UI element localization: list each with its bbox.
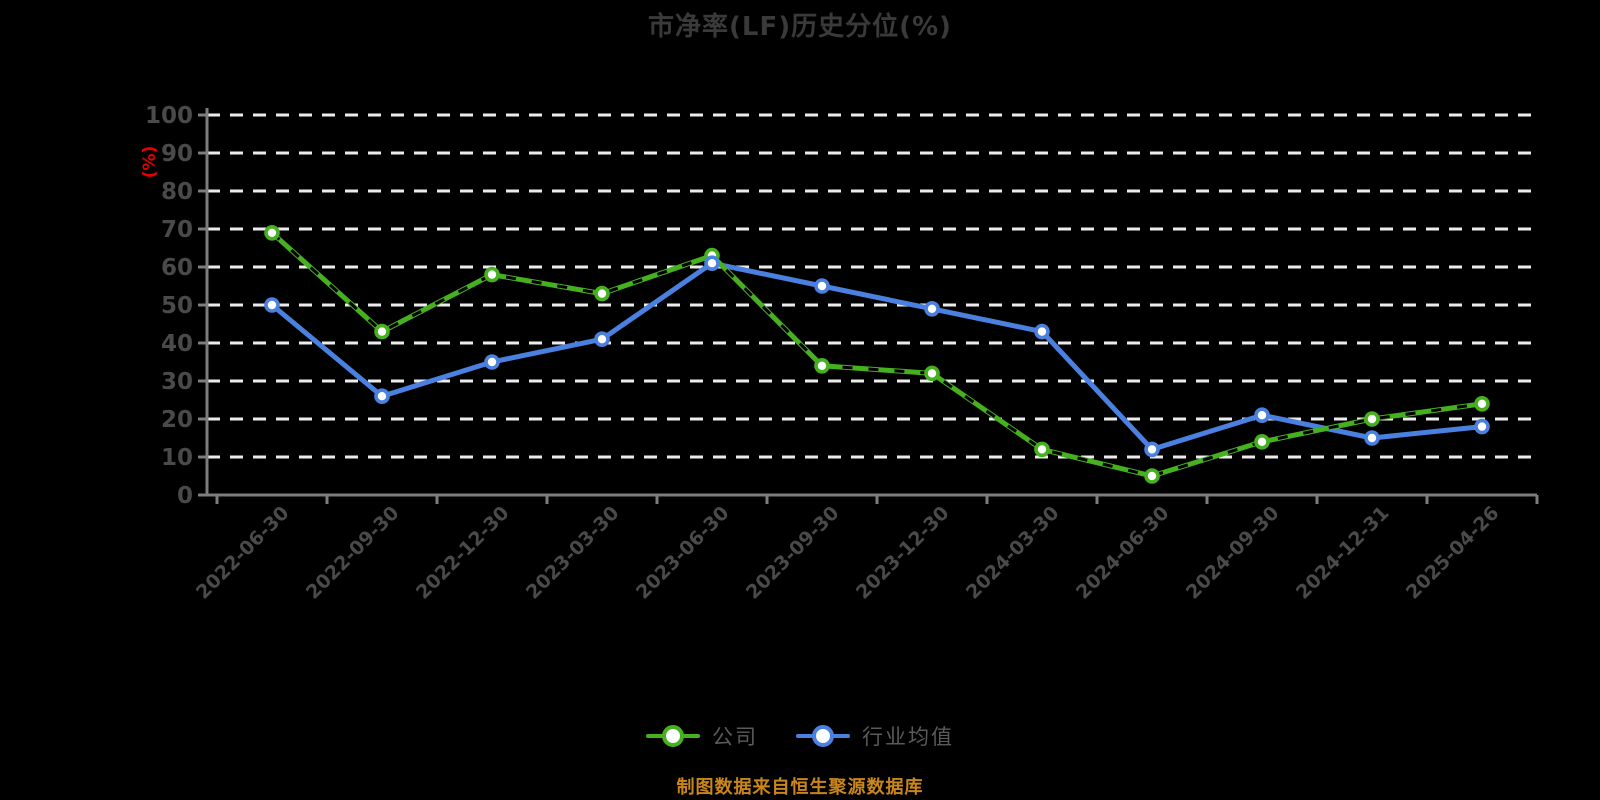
company-data-point bbox=[264, 225, 280, 241]
industry-data-point bbox=[484, 354, 500, 370]
legend-circle-icon bbox=[662, 725, 684, 747]
company-data-point bbox=[374, 323, 390, 340]
x-tick-label: 2022-09-30 bbox=[302, 502, 404, 604]
industry-data-point bbox=[704, 255, 720, 272]
legend-label-company: 公司 bbox=[712, 725, 758, 749]
y-tick-label: 70 bbox=[161, 217, 193, 243]
industry-data-point bbox=[924, 300, 940, 317]
y-tick-label: 60 bbox=[161, 255, 193, 281]
legend-circle-icon bbox=[812, 725, 834, 747]
company-data-point bbox=[1254, 433, 1270, 450]
y-tick-label: 50 bbox=[161, 293, 193, 319]
industry-data-point bbox=[374, 388, 390, 405]
company-series-marker-icon bbox=[646, 725, 700, 747]
y-tick-label: 0 bbox=[177, 483, 193, 509]
x-tick-label: 2022-06-30 bbox=[192, 502, 294, 604]
legend-item-industry-average: 行业均值 bbox=[796, 721, 954, 751]
y-tick-label: 40 bbox=[161, 331, 193, 357]
legend-item-company: 公司 bbox=[646, 721, 758, 751]
industry-data-point bbox=[594, 331, 610, 348]
x-tick-label: 2023-12-30 bbox=[852, 502, 954, 604]
company-data-point bbox=[1364, 411, 1380, 427]
y-tick-label: 10 bbox=[161, 445, 193, 471]
company-data-point bbox=[924, 365, 940, 382]
y-tick-label: 80 bbox=[161, 179, 193, 205]
x-tick-label: 2023-06-30 bbox=[632, 502, 734, 604]
x-tick-label: 2025-04-26 bbox=[1402, 502, 1504, 604]
source-note: 制图数据来自恒生聚源数据库 bbox=[676, 777, 924, 798]
industry-data-point bbox=[1474, 418, 1490, 435]
legend: 公司 行业均值 bbox=[0, 712, 1600, 760]
industry-data-point bbox=[264, 297, 280, 313]
industry-data-point bbox=[1364, 430, 1380, 446]
company-line-dash-overlay bbox=[270, 231, 1483, 478]
legend-label-industry-average: 行业均值 bbox=[862, 725, 954, 749]
company-data-point bbox=[594, 285, 610, 302]
x-tick-label: 2024-06-30 bbox=[1072, 502, 1174, 604]
y-tick-label: 30 bbox=[161, 369, 193, 395]
chart-title: 市净率(LF)历史分位(%) bbox=[648, 12, 952, 42]
x-tick-label: 2024-03-30 bbox=[962, 502, 1064, 604]
company-data-point bbox=[814, 357, 830, 374]
company-data-point bbox=[484, 266, 500, 283]
x-tick-label: 2024-09-30 bbox=[1182, 502, 1284, 604]
industry-line bbox=[269, 260, 1485, 452]
y-tick-label: 90 bbox=[161, 141, 193, 167]
industry-data-point bbox=[1034, 323, 1050, 340]
company-line bbox=[269, 230, 1485, 479]
company-data-point bbox=[1034, 441, 1050, 458]
company-data-point bbox=[1474, 395, 1490, 412]
industry-series-marker-icon bbox=[796, 725, 850, 747]
x-tick-label: 2023-09-30 bbox=[742, 502, 844, 604]
y-tick-label: 20 bbox=[161, 407, 193, 433]
industry-data-point bbox=[814, 278, 830, 294]
industry-data-point bbox=[1254, 407, 1270, 424]
y-tick-label: 100 bbox=[145, 103, 193, 129]
x-tick-label: 2024-12-31 bbox=[1292, 502, 1394, 604]
industry-data-point bbox=[1144, 441, 1160, 458]
x-tick-label: 2022-12-30 bbox=[412, 502, 514, 604]
x-tick-label: 2023-03-30 bbox=[522, 502, 624, 604]
company-data-point bbox=[1144, 468, 1160, 484]
